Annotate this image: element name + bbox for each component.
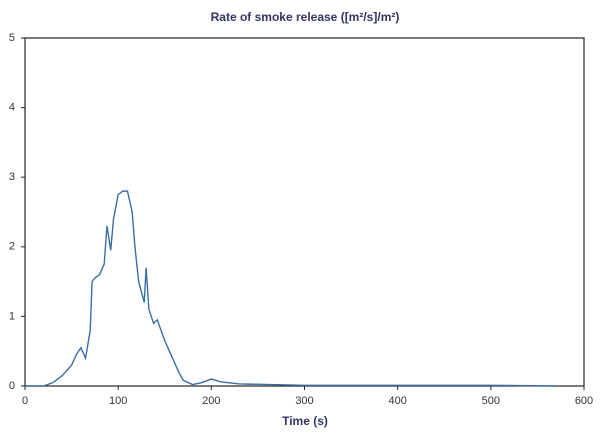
x-axis-label: Time (s): [282, 414, 328, 428]
y-tick-label: 0: [9, 380, 15, 392]
y-tick-label: 2: [9, 241, 15, 253]
plot-frame: [24, 37, 585, 387]
x-tick-label: 200: [202, 395, 220, 407]
chart-title: Rate of smoke release ([m²/s]/m²): [211, 10, 400, 24]
x-tick-label: 500: [482, 395, 500, 407]
x-tick-label: 400: [388, 395, 406, 407]
x-tick-label: 600: [575, 395, 593, 407]
y-tick-label: 3: [9, 171, 15, 183]
y-tick-label: 5: [9, 32, 15, 44]
y-tick-label: 1: [9, 310, 15, 322]
x-tick-label: 100: [109, 395, 127, 407]
y-tick-label: 4: [9, 102, 15, 114]
x-tick-label: 0: [22, 395, 28, 407]
x-tick-label: 300: [295, 395, 313, 407]
data-line: [25, 190, 557, 387]
